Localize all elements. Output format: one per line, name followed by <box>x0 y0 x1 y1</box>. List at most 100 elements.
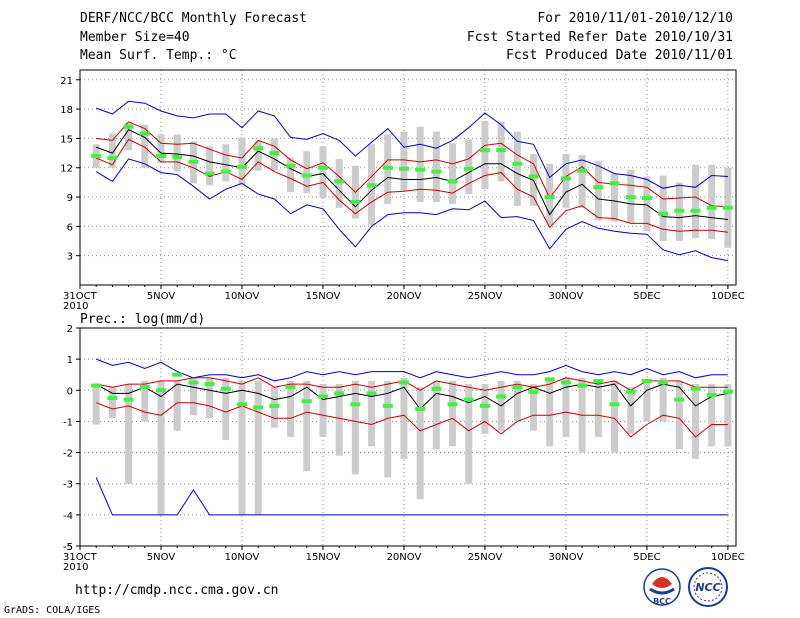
y-tick-label: -4 <box>63 511 73 522</box>
x-tick-label: 5DEC <box>633 291 660 302</box>
y-tick-label: 15 <box>60 134 73 145</box>
member-range-bar <box>238 380 246 515</box>
x-tick-label: 20NOV <box>387 291 422 302</box>
observed-marker <box>512 385 523 390</box>
member-range-bar <box>141 380 149 422</box>
observed-marker <box>609 181 620 186</box>
observed-marker <box>139 385 150 390</box>
member-range-bar <box>481 120 489 190</box>
observed-marker <box>415 406 426 411</box>
member-range-bar <box>222 377 230 441</box>
member-range-bar <box>287 380 295 437</box>
observed-marker <box>690 386 701 391</box>
member-range-bar <box>546 377 554 447</box>
member-range-bar <box>562 154 570 208</box>
member-range-bar <box>125 384 133 484</box>
x-tick-label: 10DEC <box>711 552 745 563</box>
observed-marker <box>123 397 134 402</box>
y-tick-label: 12 <box>60 164 73 175</box>
observed-marker <box>722 205 733 210</box>
upper-spread-line <box>96 121 728 208</box>
member-size: Member Size=40 <box>80 30 190 45</box>
observed-marker <box>431 169 442 174</box>
ensemble-max-line <box>96 358 728 382</box>
member-range-bar <box>513 380 521 422</box>
member-range-bar <box>530 384 538 431</box>
observed-marker <box>528 174 539 179</box>
y-tick-label: 3 <box>67 252 73 263</box>
observed-marker <box>366 183 377 188</box>
lower-spread-line <box>96 138 728 233</box>
y-tick-label: 18 <box>60 105 73 116</box>
x-tick-label: 10NOV <box>225 552 260 563</box>
x-tick-label: 30NOV <box>549 552 584 563</box>
member-range-bar <box>254 380 262 515</box>
observed-marker <box>447 179 458 184</box>
observed-marker <box>253 146 264 151</box>
member-range-bar <box>432 131 440 202</box>
member-range-bar <box>222 144 230 182</box>
x-tick-label: 2010 <box>63 562 88 573</box>
x-tick-label: 2010 <box>63 301 88 312</box>
member-range-bar <box>481 384 489 434</box>
ensemble-max-line <box>96 100 728 189</box>
observed-marker <box>236 402 247 407</box>
observed-marker <box>593 378 604 383</box>
observed-marker <box>479 148 490 153</box>
observed-marker <box>91 154 102 158</box>
observed-marker <box>139 131 150 136</box>
observed-marker <box>253 405 264 410</box>
forecast-produced-date: Fcst Produced Date 2010/11/01 <box>506 48 733 63</box>
member-range-bar <box>611 173 619 222</box>
ensemble-mean-line <box>95 383 728 410</box>
x-tick-label: 10DEC <box>711 291 745 302</box>
member-range-bar <box>189 377 197 416</box>
ensemble-min-line <box>95 158 728 262</box>
observed-marker <box>398 380 409 385</box>
y-tick-label: -5 <box>63 542 73 553</box>
observed-marker <box>123 124 134 129</box>
y-tick-label: -5 <box>63 542 73 553</box>
observed-marker <box>415 167 426 172</box>
plot-frame <box>79 327 737 547</box>
y-tick-label: 9 <box>67 193 73 204</box>
member-range-bar <box>92 384 100 425</box>
observed-marker <box>544 195 555 200</box>
observed-marker <box>334 391 345 396</box>
member-range-bar <box>125 122 133 151</box>
observed-marker <box>172 154 183 159</box>
plot-frame <box>79 69 737 286</box>
observed-marker <box>496 394 507 399</box>
observed-marker <box>317 165 328 170</box>
member-range-bar <box>303 151 311 194</box>
observed-marker <box>301 173 312 178</box>
member-range-bar <box>675 380 683 450</box>
member-range-bar <box>627 387 635 434</box>
member-range-bar <box>659 377 667 422</box>
y-tick-label: 2 <box>67 324 73 335</box>
member-range-bar <box>611 380 619 453</box>
member-range-bar <box>254 140 262 171</box>
precipitation-title: Prec.: log(mm/d) <box>80 312 206 327</box>
observed-marker <box>220 386 231 391</box>
x-tick-label: 25NOV <box>468 552 503 563</box>
member-range-bar <box>206 377 214 419</box>
x-tick-label: 30NOV <box>549 291 584 302</box>
member-range-bar <box>206 146 214 186</box>
observed-marker <box>463 397 474 402</box>
member-range-bar <box>449 380 457 447</box>
x-tick-label: 5NOV <box>147 291 176 302</box>
observed-marker <box>593 185 604 190</box>
observed-marker <box>706 205 717 210</box>
observed-marker <box>431 386 442 391</box>
lower-spread-line <box>96 402 728 438</box>
y-tick-label: 21 <box>60 76 73 87</box>
source-url[interactable]: http://cmdp.ncc.cma.gov.cn <box>75 583 279 598</box>
chart-title: DERF/NCC/BCC Monthly Forecast <box>80 11 307 26</box>
member-range-bar <box>173 380 181 431</box>
member-range-bar <box>157 380 165 515</box>
observed-marker <box>447 402 458 407</box>
x-tick-label: 15NOV <box>306 552 341 563</box>
grads-credit: GrADS: COLA/IGES <box>4 605 101 616</box>
